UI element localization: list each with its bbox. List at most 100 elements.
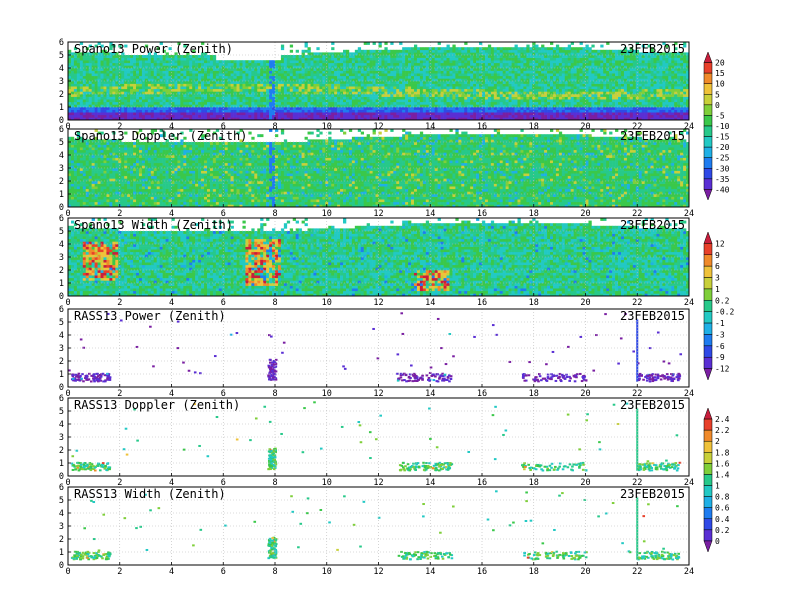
data-cell [387, 96, 391, 100]
data-cell [437, 86, 441, 90]
data-cell [591, 52, 595, 56]
data-cell [186, 62, 190, 66]
data-cell [319, 112, 323, 116]
data-cell [594, 68, 598, 71]
data-cell [316, 83, 320, 87]
data-cell [482, 55, 486, 58]
data-cell [550, 101, 554, 105]
data-cell [600, 101, 604, 105]
data-cell [416, 83, 421, 87]
data-cell [422, 86, 427, 90]
data-cell [529, 104, 533, 108]
data-cell [399, 83, 403, 87]
data-cell [269, 94, 273, 97]
data-cell [550, 60, 554, 64]
data-cell [363, 83, 367, 87]
data-cell [431, 94, 435, 97]
data-cell [138, 109, 143, 113]
data-cell [195, 109, 199, 113]
data-cell [275, 86, 279, 90]
data-cell [319, 60, 323, 64]
data-cell [343, 83, 347, 87]
data-cell [127, 83, 131, 87]
data-cell [201, 109, 205, 113]
data-cell [206, 57, 211, 61]
data-cell [201, 101, 205, 105]
data-cell [121, 60, 125, 64]
data-cell [541, 62, 545, 66]
data-cell [476, 86, 480, 90]
data-cell [91, 55, 95, 58]
data-cell [508, 101, 512, 105]
data-cell [257, 107, 261, 110]
data-cell [115, 70, 119, 74]
data-cell [183, 86, 187, 90]
data-cell [76, 70, 81, 74]
data-cell [82, 94, 87, 97]
data-cell [348, 99, 353, 103]
data-cell [174, 117, 178, 121]
data-cell [455, 55, 459, 58]
data-cell [79, 96, 84, 100]
data-cell [289, 94, 294, 97]
data-cell [588, 81, 592, 84]
data-cell [70, 81, 75, 84]
data-cell [544, 70, 548, 74]
data-cell [209, 112, 214, 116]
data-cell [357, 60, 362, 64]
data-cell [301, 107, 305, 110]
data-cell [242, 60, 246, 64]
data-cell [558, 81, 563, 84]
data-cell [118, 75, 122, 79]
data-cell [136, 104, 140, 108]
data-cell [337, 88, 341, 92]
data-cell [576, 65, 580, 69]
data-cell [532, 75, 536, 79]
data-cell [201, 42, 205, 45]
data-cell [378, 117, 382, 121]
data-cell [547, 88, 551, 92]
data-cell [496, 94, 501, 97]
data-cell [313, 52, 317, 56]
data-cell [363, 101, 367, 105]
data-cell [467, 104, 471, 108]
data-cell [337, 57, 341, 61]
data-cell [487, 57, 492, 61]
data-cell [458, 52, 462, 56]
data-cell [360, 78, 365, 82]
data-cell [606, 65, 610, 69]
data-cell [479, 55, 483, 58]
data-cell [85, 47, 89, 51]
data-cell [582, 112, 586, 116]
data-cell [289, 112, 294, 116]
data-cell [280, 101, 285, 105]
data-cell [434, 86, 438, 90]
data-cell [419, 60, 424, 64]
data-cell [517, 114, 521, 118]
data-cell [387, 86, 391, 90]
data-cell [248, 96, 252, 100]
data-cell [212, 96, 217, 100]
data-cell [343, 99, 347, 103]
data-cell [372, 75, 376, 79]
data-cell [564, 75, 569, 79]
data-cell [357, 49, 362, 53]
data-cell [514, 49, 518, 53]
data-cell [283, 96, 288, 100]
data-cell [363, 107, 367, 110]
data-cell [505, 55, 509, 58]
data-cell [597, 65, 601, 69]
data-cell [68, 55, 72, 58]
data-cell [576, 117, 580, 121]
data-cell [180, 65, 184, 69]
data-cell [499, 107, 503, 110]
data-cell [354, 107, 359, 110]
data-cell [325, 60, 329, 64]
data-cell [245, 112, 249, 116]
data-cell [615, 83, 619, 87]
data-cell [76, 68, 81, 71]
data-cell [597, 96, 601, 100]
data-cell [378, 49, 382, 53]
data-cell [183, 114, 187, 118]
data-cell [227, 88, 231, 92]
